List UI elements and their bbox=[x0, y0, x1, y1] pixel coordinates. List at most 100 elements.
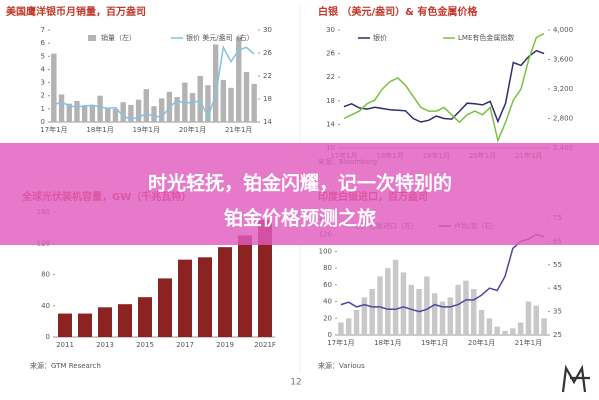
y-tick-label: 0 bbox=[46, 333, 50, 341]
bar bbox=[494, 326, 500, 335]
bar bbox=[74, 100, 80, 122]
x-tick-label: 21年1月 bbox=[225, 125, 252, 134]
y-tick-label: 5 bbox=[41, 52, 45, 60]
bar bbox=[369, 289, 375, 335]
y-tick-label: 3,600 bbox=[553, 56, 573, 64]
x-tick-label: 2015 bbox=[136, 341, 154, 349]
y-tick-label: 14 bbox=[263, 118, 272, 126]
x-tick-label: 20年1月 bbox=[179, 125, 206, 134]
bar bbox=[135, 99, 142, 122]
bar bbox=[385, 268, 391, 335]
y-tick-label: 14 bbox=[326, 120, 335, 128]
bar bbox=[66, 103, 72, 122]
bar bbox=[205, 85, 211, 122]
y-tick-label: 7 bbox=[41, 26, 45, 34]
line bbox=[340, 233, 545, 313]
bar bbox=[238, 235, 252, 337]
x-tick-label: 20年1月 bbox=[468, 338, 495, 347]
x-tick-label: 19年1月 bbox=[421, 338, 448, 347]
bar bbox=[392, 259, 399, 335]
bar bbox=[112, 108, 119, 122]
bar bbox=[400, 272, 407, 335]
x-tick-label: 17年1月 bbox=[40, 125, 67, 134]
bar bbox=[158, 278, 172, 337]
banner-line: 时光轻抚，铂金闪耀，记一次特别的 bbox=[148, 172, 452, 195]
x-tick-label: 2013 bbox=[96, 341, 114, 349]
banner-line: 铂金价格预测之旅 bbox=[224, 207, 376, 230]
bar bbox=[197, 76, 203, 122]
y-tick-label: 40 bbox=[323, 298, 332, 306]
bar bbox=[431, 293, 438, 335]
y-tick-label: 55 bbox=[553, 261, 562, 269]
y-tick-label: 6 bbox=[41, 39, 46, 47]
bar bbox=[151, 106, 157, 122]
bar bbox=[174, 97, 180, 122]
bar bbox=[502, 330, 508, 335]
bar bbox=[338, 322, 344, 335]
bar bbox=[58, 94, 65, 122]
bar bbox=[58, 313, 72, 337]
y-tick-label: 26 bbox=[263, 49, 272, 57]
y-tick-label: 18 bbox=[326, 97, 335, 105]
y-tick-label: 22 bbox=[326, 73, 335, 81]
bar bbox=[447, 297, 454, 335]
y-tick-label: 100 bbox=[319, 247, 332, 255]
y-tick-label: 26 bbox=[326, 50, 335, 58]
y-tick-label: 20 bbox=[323, 314, 332, 322]
bar bbox=[510, 328, 516, 335]
bar bbox=[198, 257, 212, 337]
bar bbox=[533, 305, 540, 335]
bar bbox=[143, 89, 149, 122]
line bbox=[53, 44, 255, 120]
chart-title: 白银 （美元/盎司）& 有色金属价格 bbox=[318, 5, 478, 18]
bar bbox=[128, 104, 134, 122]
bar bbox=[486, 318, 493, 335]
y-tick-label: 30 bbox=[263, 26, 272, 34]
bar bbox=[243, 72, 250, 122]
y-tick-label: 4,000 bbox=[553, 26, 573, 34]
bar bbox=[105, 107, 111, 122]
x-tick-label: 17年1月 bbox=[327, 338, 354, 347]
x-tick-label: 18年1月 bbox=[374, 338, 401, 347]
x-tick-label: 21年1月 bbox=[515, 338, 542, 347]
y-tick-label: 80 bbox=[323, 264, 332, 272]
bar bbox=[218, 247, 232, 337]
bar bbox=[463, 280, 469, 335]
y-tick-label: 25 bbox=[553, 331, 562, 339]
y-tick-label: 18 bbox=[263, 95, 272, 103]
bar bbox=[189, 93, 196, 122]
bar bbox=[81, 106, 88, 122]
source: 来源：Various bbox=[318, 361, 365, 370]
y-tick-label: 35 bbox=[553, 308, 562, 316]
x-tick-label: 2021F bbox=[254, 341, 276, 349]
legend-label: 销量（左） bbox=[101, 33, 136, 42]
y-tick-label: 3 bbox=[41, 79, 45, 87]
source: 来源：GTM Research bbox=[30, 361, 101, 370]
bar bbox=[97, 95, 103, 122]
chart-title: 美国鹰洋银币月销量，百万盎司 bbox=[6, 5, 146, 18]
y-tick-label: 30 bbox=[326, 26, 335, 34]
page-number: 12 bbox=[290, 378, 301, 388]
bar bbox=[228, 87, 234, 122]
bar bbox=[178, 259, 192, 337]
y-tick-label: 40 bbox=[41, 302, 50, 310]
bar bbox=[236, 36, 242, 123]
banner bbox=[0, 143, 599, 245]
bar bbox=[525, 301, 532, 335]
bar bbox=[159, 98, 165, 122]
bar bbox=[220, 79, 227, 122]
y-tick-label: 22 bbox=[263, 72, 272, 80]
bar bbox=[353, 309, 360, 335]
bar bbox=[517, 322, 524, 335]
y-tick-label: 1 bbox=[41, 105, 45, 113]
bar bbox=[377, 276, 383, 335]
bar bbox=[471, 289, 477, 335]
bar bbox=[182, 82, 188, 122]
x-tick-label: 19年1月 bbox=[133, 125, 160, 134]
y-tick-label: 0 bbox=[328, 331, 332, 339]
x-tick-label: 18年1月 bbox=[86, 125, 113, 134]
line bbox=[343, 49, 545, 124]
logo bbox=[561, 364, 590, 393]
